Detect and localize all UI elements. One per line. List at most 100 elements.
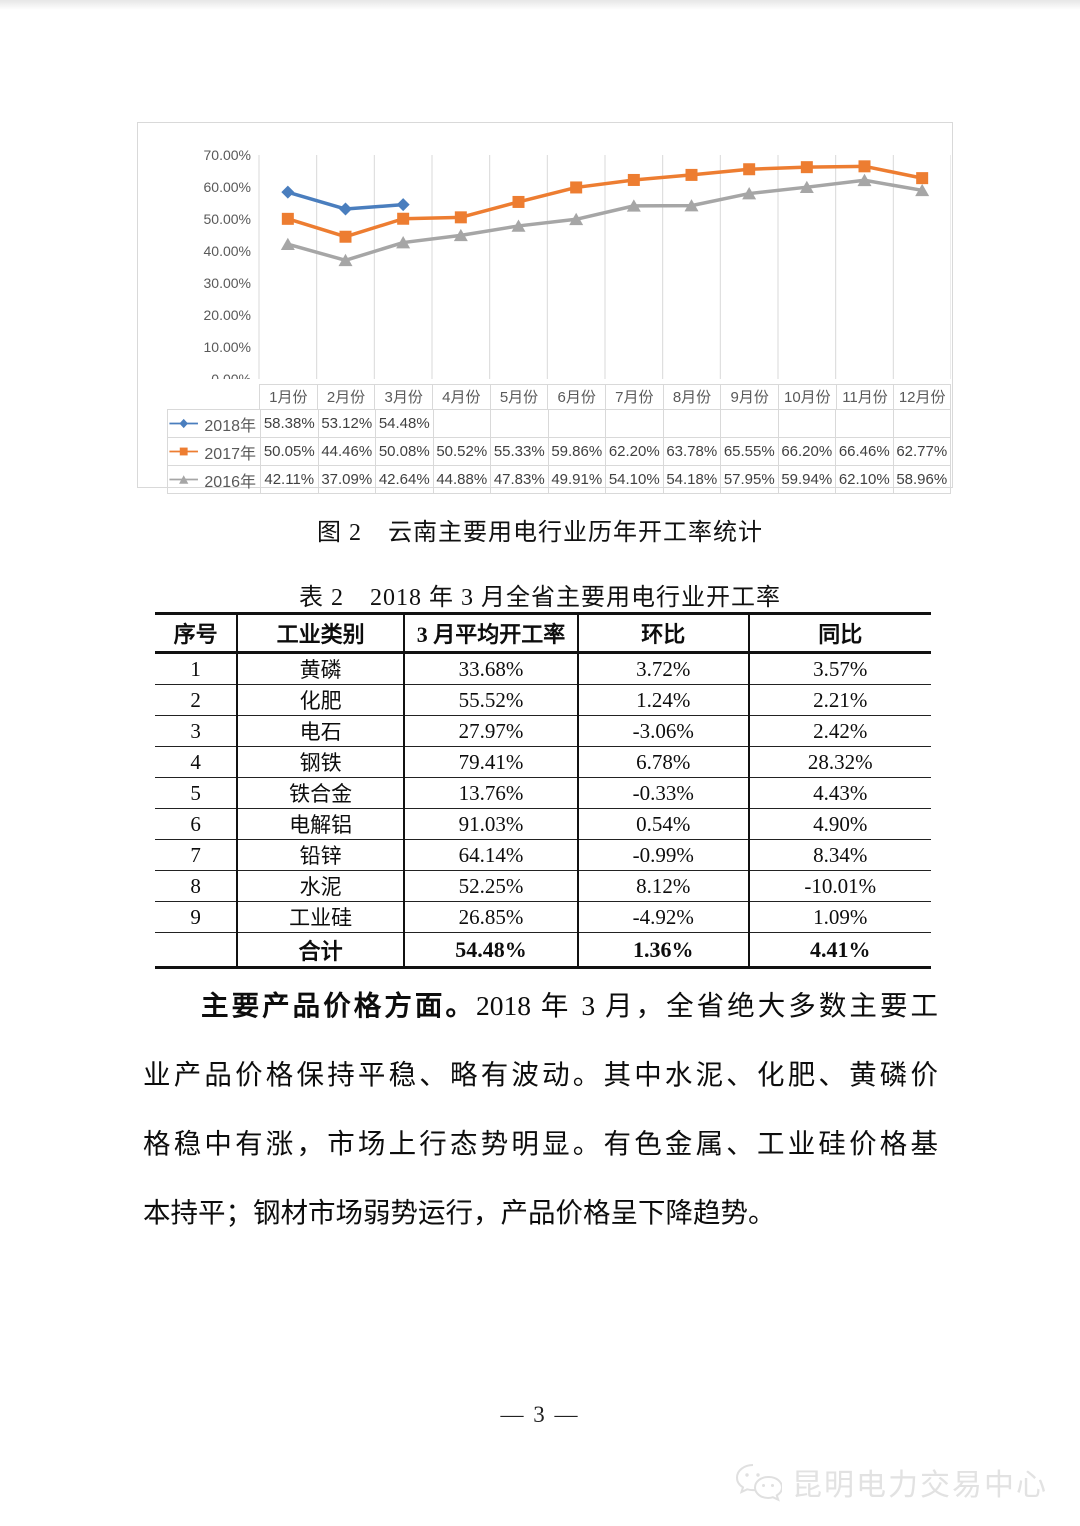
legend-key: 2018年 (168, 410, 260, 437)
legend-value-cell: 58.38% (260, 410, 318, 437)
column-header: 同比 (747, 613, 931, 654)
table-cell: 54.48% (403, 932, 578, 968)
legend-key: 2017年 (168, 438, 260, 465)
legend-value-cell: 47.83% (490, 466, 548, 493)
table-caption: 表 2 2018 年 3 月全省主要用电行业开工率 (0, 577, 1080, 612)
table-header: 序号 工业类别 3 月平均开工率 环比 同比 (155, 613, 931, 654)
y-axis-tick-label: 0.00% (211, 371, 251, 379)
legend-value-cell: 44.46% (317, 438, 376, 465)
legend-value-cell (490, 410, 548, 437)
table-cell: 8.12% (576, 870, 749, 902)
paragraph-line: 业产品价格保持平稳、略有波动。其中水泥、化肥、黄磷价 (143, 1059, 938, 1090)
legend-value-cell: 65.55% (720, 438, 778, 465)
y-axis-tick-label: 20.00% (204, 307, 251, 323)
legend-value-cell: 62.20% (605, 438, 663, 465)
table-cell: 钢铁 (236, 746, 405, 778)
table-cell: 6.78% (576, 746, 749, 778)
y-axis-tick-label: 70.00% (204, 147, 251, 163)
table-cell: 52.25% (403, 870, 578, 902)
triangle-marker-icon (169, 475, 198, 484)
legend-value-cell: 58.96% (892, 466, 951, 493)
table-cell: 28.32% (747, 746, 931, 778)
table-cell: -4.92% (576, 901, 749, 933)
paragraph-line: 本持平；钢材市场弱势运行，产品价格呈下降趋势。 (143, 1197, 776, 1228)
legend-value-cell: 66.20% (777, 438, 836, 465)
legend-row-2017年: 2017年 50.05% 44.46% 50.08% 50.52% 55.33% 59.86… (168, 437, 950, 465)
paragraph-line: 格稳中有涨，市场上行态势明显。有色金属、工业硅价格基 (143, 1128, 938, 1159)
table-cell: 79.41% (403, 746, 578, 778)
table-caption-title: 2018 年 3 月全省主要用电行业开工率 (370, 585, 781, 611)
x-axis-label: 11月份 (835, 384, 894, 409)
legend-value-cell: 50.05% (260, 438, 318, 465)
wechat-icon (735, 1464, 782, 1502)
table-cell: 水泥 (236, 870, 405, 902)
table-cell: 1.24% (576, 684, 749, 716)
table-cell: 2.42% (747, 715, 931, 747)
table-cell: 铅锌 (236, 839, 405, 871)
legend-value-cell (720, 410, 778, 437)
table-cell: 13.76% (403, 777, 578, 809)
legend-series-name: 2017年 (204, 445, 256, 463)
column-header: 3 月平均开工率 (403, 613, 578, 654)
table-cell: -0.99% (576, 839, 749, 871)
legend-value-cell (777, 410, 836, 437)
table-cell: 9 (155, 901, 238, 933)
table-cell: 1.09% (747, 901, 931, 933)
line-plot-area: 0.00% 10.00% 20.00% 30.00% 40.00% 50.00% 60.00… (204, 147, 952, 387)
legend-value-cell (835, 410, 893, 437)
x-axis-label: 12月份 (893, 384, 951, 409)
x-axis-label: 7月份 (605, 384, 663, 409)
y-axis-tick-label: 30.00% (204, 275, 251, 291)
legend-value-cell: 50.08% (375, 438, 433, 465)
table-caption-label: 表 2 (299, 585, 344, 611)
table-cell: 3.57% (747, 652, 931, 685)
x-axis-label: 1月份 (259, 384, 317, 409)
legend-series-name: 2018年 (204, 417, 256, 435)
table-row: 9 工业硅 26.85% -4.92% 1.09% (155, 901, 931, 933)
legend-value-cell (662, 410, 721, 437)
series-2017年 (281, 160, 929, 243)
series-2018年 (281, 185, 410, 216)
table-cell: 27.97% (403, 715, 578, 747)
legend-value-cell: 63.78% (662, 438, 721, 465)
table-row: 7 铅锌 64.14% -0.99% 8.34% (155, 839, 931, 871)
table-cell: 化肥 (236, 684, 405, 716)
watermark: 昆明电力交易中心 (734, 1460, 1048, 1504)
table-cell: -3.06% (576, 715, 749, 747)
table-cell: -0.33% (576, 777, 749, 809)
table-cell: 工业硅 (236, 901, 405, 933)
table-cell (155, 933, 237, 968)
y-axis-tick-label: 50.00% (204, 211, 251, 227)
legend-value-cell (605, 410, 663, 437)
table-cell: 4 (155, 746, 238, 778)
table-row: 2 化肥 55.52% 1.24% 2.21% (155, 684, 931, 716)
table-cell: 3.72% (576, 652, 749, 685)
page-number: — 3 — (500, 1402, 580, 1427)
chart-data-table-legend: 2018年 58.38% 53.12% 54.48% 2017年 50.05% 44.46%… (167, 409, 951, 494)
legend-value-cell: 49.91% (547, 466, 606, 493)
legend-value-cell: 42.11% (260, 466, 318, 493)
table-cell: -10.01% (747, 870, 931, 902)
table-row: 5 铁合金 13.76% -0.33% 4.43% (155, 777, 931, 809)
x-axis-label: 2月份 (316, 384, 375, 409)
legend-value-cell: 54.18% (662, 466, 721, 493)
legend-series-name: 2016年 (204, 473, 256, 491)
legend-value-cell (892, 410, 951, 437)
x-axis-label: 9月份 (720, 384, 778, 409)
table-cell: 8 (155, 870, 238, 902)
legend-value-cell: 66.46% (835, 438, 893, 465)
legend-value-cell: 50.52% (432, 438, 491, 465)
page-top-scan-shade (0, 0, 1080, 10)
legend-value-cell: 59.86% (547, 438, 606, 465)
table-cell: 5 (155, 777, 238, 809)
legend-value-cell: 37.09% (317, 466, 376, 493)
table-cell: 铁合金 (236, 777, 405, 809)
x-axis-label: 3月份 (374, 384, 432, 409)
paragraph-text: 2018 年 3 月，全省绝大多数主要工 (475, 990, 938, 1021)
y-axis-tick-label: 10.00% (204, 339, 251, 355)
figure-caption: 图 2 云南主要用电行业历年开工率统计 (0, 512, 1080, 547)
figure-caption-title: 云南主要用电行业历年开工率统计 (388, 520, 763, 546)
x-axis-label: 10月份 (778, 384, 836, 409)
table-cell: 4.41% (747, 932, 931, 968)
paragraph-line: 主要产品价格方面。2018 年 3 月，全省绝大多数主要工 (143, 971, 938, 1040)
